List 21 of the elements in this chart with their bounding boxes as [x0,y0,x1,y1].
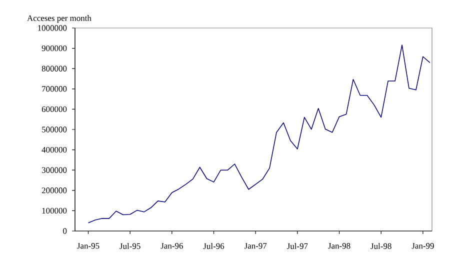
x-tick-label: Jan-95 [77,243,100,249]
x-tick-label: Jul-98 [370,243,392,249]
y-tick-label: 600000 [42,106,67,112]
x-tick-label: Jul-96 [203,243,224,249]
y-tick-label: 300000 [42,167,67,173]
y-tick-label: 700000 [42,86,67,92]
y-tick-label: 800000 [42,66,67,72]
y-tick-label: 100000 [42,208,67,214]
x-tick-label: Jan-99 [412,243,434,249]
x-tick-label: Jan-97 [244,243,267,249]
y-tick-label: 200000 [42,188,67,194]
x-tick-label: Jul-97 [287,243,308,249]
y-tick-label: 900000 [42,45,67,52]
y-tick-label: 0 [63,228,67,234]
x-tick-label: Jan-96 [160,243,183,249]
y-tick-label: 500000 [42,126,67,132]
y-axis-title: Acceses per month [27,15,92,23]
x-tick-label: Jul-95 [120,243,140,249]
y-tick-label: 400000 [42,146,67,153]
y-tick-label: 1000000 [38,25,67,31]
x-tick-label: Jan-98 [328,243,350,249]
